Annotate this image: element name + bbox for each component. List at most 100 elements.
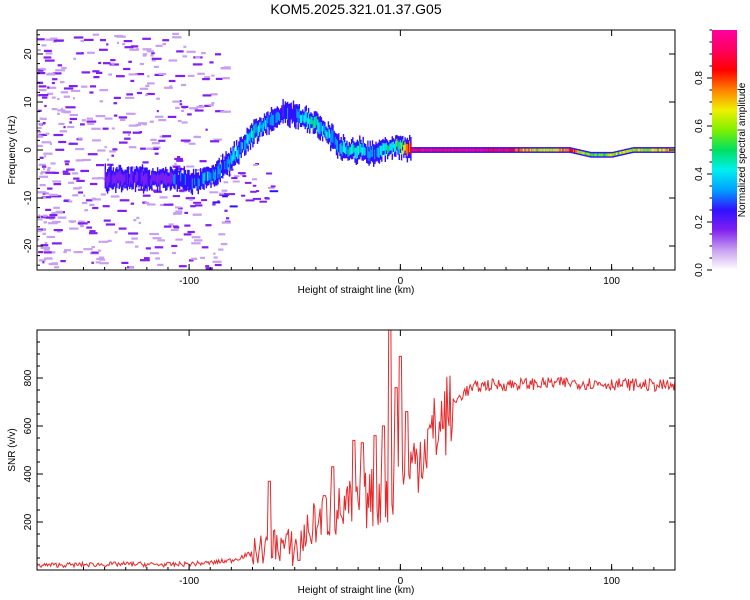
noise-cell: [42, 214, 48, 217]
ridge-cell: [479, 148, 482, 152]
ridge-cell: [412, 148, 414, 152]
ridge-cell: [211, 169, 213, 177]
noise-cell: [213, 252, 216, 255]
ridge-cell: [106, 175, 109, 188]
noise-cell: [110, 195, 120, 198]
ridge-cell: [553, 148, 555, 152]
ridge-cell: [610, 153, 612, 157]
ridge-cell: [220, 163, 223, 170]
ridge-cell: [368, 151, 370, 161]
ridge-cell: [361, 147, 363, 157]
snr-ytick-label: 200: [23, 513, 34, 530]
noise-cell: [212, 260, 222, 263]
ridge-cell: [504, 148, 506, 152]
ridge-cell: [395, 140, 397, 152]
noise-cell: [113, 96, 121, 99]
noise-cell: [228, 193, 235, 196]
noise-cell: [150, 54, 154, 57]
noise-cell: [173, 212, 182, 215]
ridge-cell: [438, 148, 440, 152]
noise-cell: [96, 164, 104, 167]
noise-cell: [73, 187, 81, 190]
ridge-cell: [628, 149, 630, 153]
noise-cell: [87, 153, 98, 156]
ridge-cell: [366, 150, 368, 159]
noise-cell: [194, 204, 203, 207]
ridge-cell: [483, 148, 485, 152]
ridge-cell: [556, 148, 558, 152]
ridge-cell: [113, 175, 116, 183]
ridge-cell: [262, 122, 264, 132]
ridge-cell: [131, 172, 133, 184]
noise-cell: [37, 68, 42, 71]
noise-cell: [259, 200, 267, 203]
ridge-cell: [635, 148, 637, 152]
ridge-cell: [323, 124, 325, 132]
noise-cell: [124, 46, 134, 49]
noise-cell: [73, 177, 80, 180]
ridge-cell: [145, 173, 147, 184]
noise-cell: [41, 141, 52, 144]
noise-cell: [181, 121, 188, 124]
noise-cell: [51, 211, 57, 215]
ridge-cell: [583, 151, 585, 155]
noise-cell: [63, 87, 74, 90]
ridge-cell: [634, 148, 636, 152]
noise-cell: [63, 111, 70, 114]
ridge-cell: [202, 173, 204, 184]
ridge-cell: [543, 148, 546, 152]
ridge-cell: [298, 108, 300, 119]
colorbar-tick-label: 0.6: [694, 119, 705, 133]
spectrogram-xtick-label: 100: [603, 276, 620, 287]
ridge-cell: [303, 115, 305, 123]
ridge-cell: [491, 148, 493, 152]
ridge-cell: [482, 148, 484, 152]
ridge-cell: [309, 118, 311, 129]
noise-cell: [180, 139, 191, 142]
ridge-cell: [159, 174, 161, 186]
ridge-cell: [136, 171, 138, 182]
ridge-cell: [142, 176, 145, 188]
noise-cell: [49, 193, 58, 196]
noise-cell: [103, 219, 111, 222]
noise-cell: [185, 197, 195, 200]
noise-cell: [37, 130, 42, 133]
noise-cell: [151, 57, 162, 60]
ridge-cell: [138, 173, 140, 183]
ridge-cell: [570, 148, 572, 152]
noise-cell: [63, 95, 70, 98]
noise-cell: [175, 238, 183, 241]
noise-cell: [75, 159, 84, 162]
noise-cell: [175, 106, 180, 109]
ridge-cell: [140, 172, 142, 185]
noise-cell: [64, 160, 70, 163]
noise-cell: [44, 192, 49, 195]
ridge-cell: [389, 143, 391, 151]
ridge-cell: [429, 148, 432, 152]
noise-cell: [124, 137, 131, 140]
noise-cell: [237, 172, 246, 175]
ridge-cell: [378, 145, 381, 158]
ridge-cell: [502, 148, 504, 152]
noise-cell: [177, 156, 181, 159]
ridge-cell: [382, 142, 384, 151]
noise-cell: [151, 147, 159, 150]
noise-cell: [63, 199, 69, 202]
ridge-cell: [269, 116, 271, 126]
noise-cell: [270, 185, 276, 188]
noise-cell: [92, 70, 100, 73]
noise-cell: [70, 89, 81, 92]
ridge-cell: [225, 156, 227, 169]
noise-cell: [42, 196, 52, 199]
ridge-cell: [348, 146, 350, 156]
noise-cell: [38, 214, 41, 217]
noise-cell: [154, 246, 164, 249]
noise-cell: [151, 142, 160, 145]
noise-cell: [97, 177, 104, 180]
ridge-cell: [454, 148, 456, 152]
ridge-cell: [167, 175, 169, 184]
ridge-cell: [434, 148, 436, 152]
ridge-cell: [503, 148, 505, 152]
ridge-cell: [615, 152, 618, 156]
ridge-cell: [404, 141, 406, 151]
